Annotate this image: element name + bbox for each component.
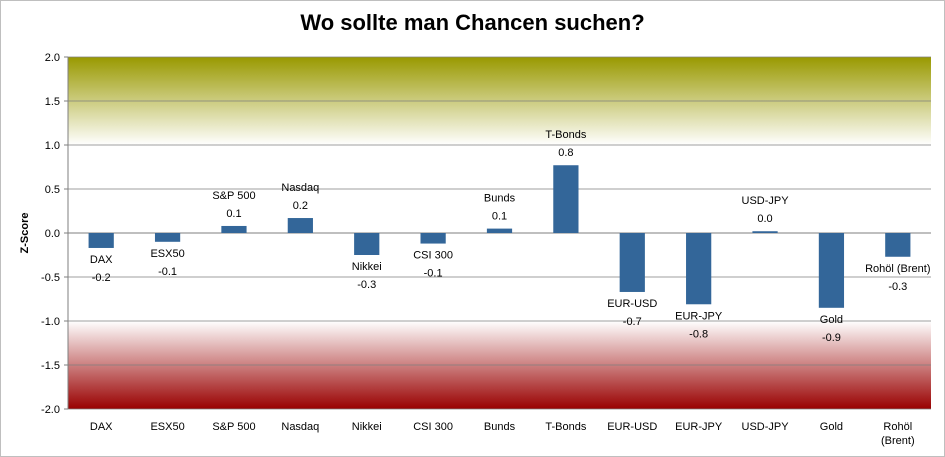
x-tick-label: Rohöl: [883, 421, 912, 433]
x-tick-label: ESX50: [150, 421, 184, 433]
bar: [818, 233, 845, 308]
data-label-name: Nasdaq: [281, 182, 319, 194]
data-label-name: Bunds: [484, 193, 516, 205]
bar: [287, 218, 313, 233]
data-label-name: ESX50: [150, 248, 184, 260]
bar: [354, 233, 380, 255]
data-label-value: 0.1: [226, 208, 241, 220]
data-label-value: -0.8: [689, 328, 708, 340]
bar: [619, 233, 645, 292]
data-label-value: 0.1: [492, 211, 507, 223]
data-label-value: -0.3: [888, 281, 907, 293]
x-tick-label: DAX: [90, 421, 113, 433]
x-tick-label: EUR-USD: [607, 421, 657, 433]
data-label-value: -0.1: [424, 268, 443, 280]
data-label-name: Nikkei: [352, 261, 382, 273]
data-label-value: -0.9: [822, 332, 841, 344]
x-tick-label: Gold: [820, 421, 843, 433]
x-tick-label: (Brent): [881, 435, 915, 447]
data-label-name: DAX: [90, 254, 113, 266]
bar: [221, 225, 247, 233]
data-label-name: Gold: [820, 314, 843, 326]
data-label-name: Rohöl (Brent): [865, 263, 930, 275]
y-tick-label: -1.5: [41, 360, 60, 372]
data-label-value: 0.8: [558, 147, 573, 159]
data-label-value: 0.0: [757, 213, 772, 225]
data-label-name: EUR-JPY: [675, 310, 723, 322]
bar: [154, 233, 181, 242]
x-tick-label: Nasdaq: [281, 421, 319, 433]
y-tick-label: 0.0: [45, 228, 60, 240]
y-tick-label: 2.0: [45, 52, 60, 64]
y-tick-label: -2.0: [41, 404, 60, 416]
bar: [885, 233, 911, 257]
bar: [88, 233, 114, 248]
x-tick-label: USD-JPY: [742, 421, 790, 433]
x-tick-label: Nikkei: [352, 421, 382, 433]
data-label-value: -0.7: [623, 316, 642, 328]
x-tick-label: T-Bonds: [545, 421, 586, 433]
bar: [420, 233, 446, 244]
data-label-name: S&P 500: [212, 190, 255, 202]
x-tick-label: EUR-JPY: [675, 421, 723, 433]
data-label-value: 0.2: [293, 200, 308, 212]
bar: [486, 228, 513, 233]
y-tick-label: 1.0: [45, 140, 60, 152]
data-label-name: USD-JPY: [742, 195, 790, 207]
chart-title: Wo sollte man Chancen suchen?: [300, 10, 645, 35]
x-tick-label: Bunds: [484, 421, 516, 433]
y-tick-label: 0.5: [45, 184, 60, 196]
y-tick-label: -1.0: [41, 316, 60, 328]
data-label-name: CSI 300: [413, 250, 453, 262]
x-tick-label: S&P 500: [212, 421, 255, 433]
data-label-name: T-Bonds: [545, 129, 586, 141]
x-tick-label: CSI 300: [413, 421, 453, 433]
data-label-value: -0.1: [158, 266, 177, 278]
y-tick-label: -0.5: [41, 272, 60, 284]
data-label-value: -0.3: [357, 279, 376, 291]
y-axis-title: Z-Score: [19, 213, 31, 254]
y-tick-label: 1.5: [45, 96, 60, 108]
data-label-value: -0.2: [92, 272, 111, 284]
bar: [686, 233, 712, 305]
data-label-name: EUR-USD: [607, 298, 657, 310]
bar: [553, 165, 579, 233]
bar: [752, 231, 778, 233]
